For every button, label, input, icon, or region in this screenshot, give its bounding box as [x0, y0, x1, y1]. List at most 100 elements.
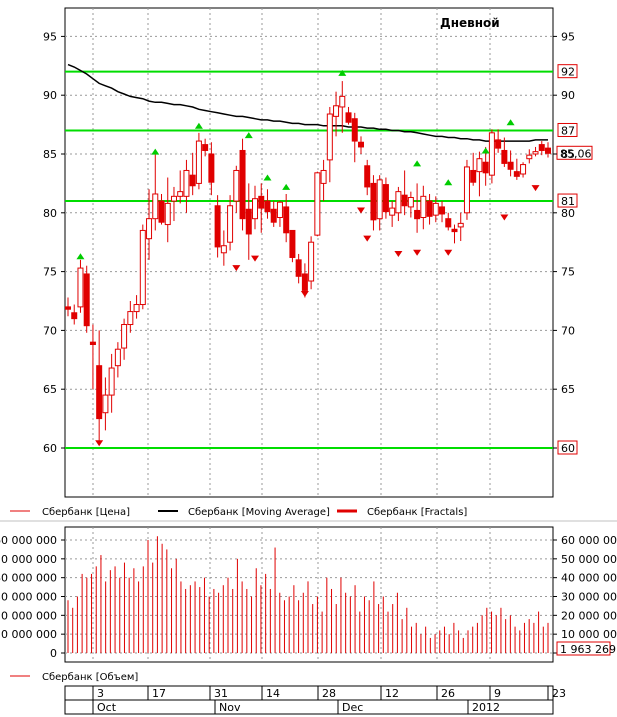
fractal-down-marker: [413, 249, 422, 256]
price-tick-label-right: 70: [561, 324, 575, 337]
fractal-up-marker: [444, 179, 453, 186]
price-axis-left: 60 65 70 75 80 85 90 95: [43, 30, 65, 455]
candle-body-up: [314, 172, 321, 236]
price-tick-label-left: 85: [43, 148, 57, 161]
candle-body-up: [463, 166, 470, 214]
volume-tick-label-left: 60 000 000: [0, 534, 57, 547]
candle-body-down: [482, 161, 489, 174]
level-label: 92: [561, 66, 575, 79]
candle-body-down: [451, 228, 458, 233]
time-day-label: 9: [494, 687, 501, 700]
candle-body-down: [439, 206, 446, 215]
candle-body-down: [71, 312, 78, 320]
fractal-up-marker: [338, 69, 347, 76]
time-month-label: Nov: [219, 701, 241, 714]
candle-body-down: [301, 273, 308, 291]
price-tick-label-left: 95: [43, 30, 57, 43]
candle-body-down: [202, 144, 209, 151]
candle-body-up: [139, 229, 146, 306]
fractal-up-marker: [506, 119, 515, 126]
last-price-box: [556, 145, 593, 160]
volume-tick-label-right: 60 000 000: [561, 534, 617, 547]
last-volume-box: [556, 641, 611, 656]
candle-body-down: [513, 171, 520, 177]
candle-body-down: [495, 139, 502, 149]
candle-body-down: [96, 365, 103, 420]
candle-body-down: [401, 194, 408, 207]
fractal-up-marker: [76, 253, 85, 260]
candle-body-up: [432, 202, 439, 216]
fractal-up-marker: [244, 132, 253, 139]
last-volume-label: 1 963 269: [560, 643, 616, 656]
candle-body-up: [395, 191, 402, 214]
candle-body-down: [445, 218, 452, 228]
fractal-down-marker: [95, 440, 104, 447]
candle-body-up: [164, 202, 171, 226]
candle-body-up: [339, 95, 346, 108]
volume-grid: [65, 527, 553, 662]
candle-body-up: [133, 304, 140, 313]
time-axis-labels: 3 17 31 14 28 12 26 9 23 Oct Nov Dec 2012: [92, 686, 566, 714]
legend-volume-label: Сбербанк [Объем]: [42, 672, 138, 683]
candle-body-down: [414, 209, 421, 220]
fractal-down-marker: [232, 265, 241, 272]
price-legend: Сбербанк [Цена] Сбербанк [Moving Average…: [10, 507, 467, 518]
price-tick-label-left: 60: [43, 442, 57, 455]
time-day-label: 3: [97, 687, 104, 700]
level-label: 60: [561, 442, 575, 455]
volume-tick-label-left: 20 000 000: [0, 609, 57, 622]
candle-body-up: [376, 179, 383, 220]
fractal-up-marker: [194, 122, 203, 129]
candle-body-down: [264, 200, 271, 213]
fractal-up-marker: [151, 148, 160, 155]
candle-body-up: [532, 151, 539, 155]
candle-body-up: [520, 164, 527, 175]
candle-body-up: [457, 222, 464, 228]
candle-body-down: [545, 147, 551, 154]
price-tick-label-left: 65: [43, 383, 57, 396]
candle-body-down: [214, 205, 221, 248]
candle-body-up: [320, 169, 327, 184]
candle-body-up: [102, 394, 109, 414]
level-label-box: [557, 122, 578, 137]
fractal-up-marker: [413, 160, 422, 167]
candle-body-down: [370, 182, 377, 221]
candle-body-up: [526, 154, 533, 160]
fractal-down-marker: [394, 250, 403, 257]
price-axis-right: 92 87 81 60 85,06 65 70 75 80 85 90 95: [553, 30, 593, 455]
price-tick-label-left: 70: [43, 324, 57, 337]
candle-body-up: [77, 267, 84, 308]
candle-body-down: [357, 141, 364, 148]
candle-body-up: [227, 205, 234, 243]
candle-body-up: [420, 195, 427, 219]
fractal-down-marker: [356, 207, 365, 214]
price-tick-label-left: 80: [43, 207, 57, 220]
candle-body-down: [239, 149, 246, 220]
candle-body-up: [252, 198, 259, 220]
fractal-down-marker: [363, 235, 372, 242]
candle-body-down: [538, 144, 545, 151]
candle-body-up: [407, 197, 414, 208]
candle-body-up: [488, 132, 495, 176]
candle-body-up: [326, 113, 333, 161]
time-day-label: 31: [214, 687, 228, 700]
last-price-label: 85,06: [560, 147, 592, 160]
candle-body-down: [258, 195, 265, 209]
candle-body-down: [501, 149, 508, 164]
candle-body-up: [476, 158, 483, 173]
candle-body-up: [114, 348, 121, 367]
candle-body-down: [345, 112, 352, 123]
level-label: 87: [561, 124, 575, 137]
fractal-down-marker: [444, 249, 453, 256]
candle-body-down: [295, 259, 302, 277]
candle-body-down: [382, 184, 389, 213]
candle-body-up: [170, 195, 177, 202]
chart-title: Дневной: [440, 16, 500, 30]
volume-tick-label-right: 50 000 000: [561, 553, 617, 566]
candle-body-down: [470, 169, 477, 183]
fractal-up-marker: [282, 183, 291, 190]
price-tick-label-left: 90: [43, 89, 57, 102]
price-tick-label-right: 65: [561, 383, 575, 396]
volume-tick-label-left: 10 000 000: [0, 628, 57, 641]
price-tick-label-right: 95: [561, 30, 575, 43]
